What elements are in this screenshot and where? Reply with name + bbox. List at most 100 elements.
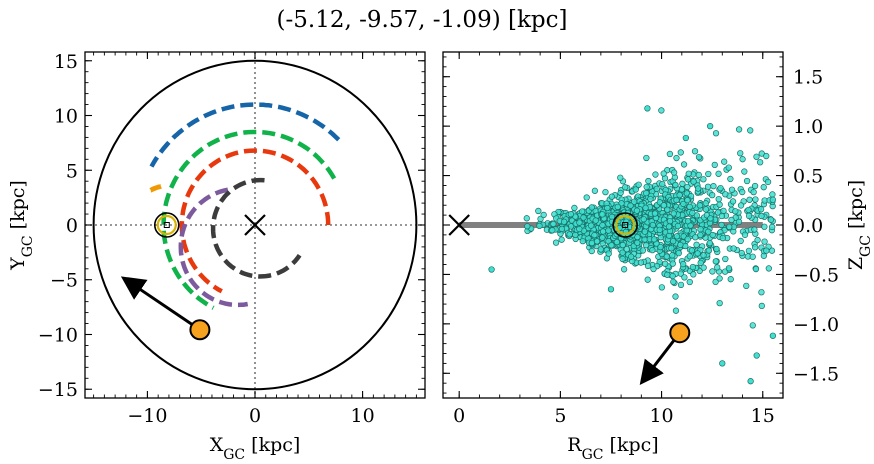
scatter-point — [757, 159, 764, 166]
scatter-point — [765, 265, 772, 272]
scatter-point — [700, 264, 707, 271]
scatter-point — [745, 247, 753, 254]
scatter-point — [660, 202, 667, 209]
scatter-point — [641, 228, 649, 235]
scatter-point — [769, 191, 776, 198]
scatter-point — [727, 276, 734, 283]
left-xlabel-main: X — [210, 434, 224, 456]
scatter-point — [722, 255, 729, 263]
right-ytick-label: −0.5 — [793, 264, 839, 286]
scatter-point — [524, 223, 531, 230]
scatter-point — [578, 208, 586, 215]
scatter-point-outlier — [682, 134, 690, 142]
scatter-point — [583, 194, 590, 201]
scatter-point — [652, 171, 659, 178]
scatter-point — [669, 237, 677, 245]
scatter-point — [716, 299, 723, 307]
scatter-point-outlier — [753, 352, 760, 359]
scatter-point — [604, 204, 611, 212]
left-ytick-label: 10 — [54, 106, 78, 128]
scatter-point — [741, 231, 749, 238]
scatter-point — [704, 183, 712, 190]
scatter-point — [702, 200, 709, 207]
scatter-point — [602, 188, 609, 196]
scatter-point — [673, 154, 680, 162]
orbit-arc-1 — [149, 102, 341, 168]
scatter-point-outlier — [769, 332, 777, 339]
scatter-point — [743, 282, 750, 290]
scatter-point — [643, 154, 650, 162]
scatter-point — [591, 232, 598, 239]
scatter-point — [649, 221, 656, 229]
scatter-point — [599, 211, 606, 218]
scatter-point — [684, 197, 691, 204]
scatter-point — [761, 223, 768, 230]
scatter-point — [670, 210, 677, 217]
scatter-point — [672, 181, 679, 189]
scatter-point — [695, 185, 702, 192]
scatter-point — [749, 322, 756, 329]
orbit-arc-2 — [161, 129, 337, 310]
scatter-point — [710, 183, 717, 190]
scatter-point — [712, 278, 719, 286]
right-xtick-label: 15 — [751, 405, 775, 427]
scatter-point — [713, 245, 720, 253]
scatter-point — [576, 225, 583, 233]
scatter-point — [715, 195, 722, 203]
scatter-point — [536, 222, 543, 230]
scatter-point — [677, 281, 685, 288]
right-ytick-label: 0.5 — [793, 166, 823, 188]
scatter-point — [634, 239, 641, 246]
scatter-point — [695, 171, 702, 179]
scatter-point — [758, 212, 765, 220]
scatter-point — [670, 278, 677, 286]
scatter-point — [676, 191, 683, 199]
scatter-point — [680, 260, 687, 268]
scatter-point — [660, 170, 667, 177]
scatter-point — [637, 259, 645, 266]
sun-marker-right-dot — [622, 222, 629, 228]
scatter-point — [639, 247, 647, 254]
scatter-point — [674, 222, 682, 230]
sun-marker-right — [612, 212, 638, 238]
scatter-point — [709, 268, 716, 275]
left-xlabel-sub: GC — [223, 447, 245, 463]
scatter-point — [599, 234, 606, 241]
scatter-point — [608, 242, 615, 249]
scatter-point — [745, 212, 753, 220]
right-ytick-label: −1.5 — [793, 363, 839, 385]
scatter-point — [618, 200, 625, 207]
scatter-point — [719, 234, 726, 242]
scatter-point — [588, 239, 596, 247]
right-ytick-label: 1.5 — [793, 67, 823, 89]
scatter-point — [619, 255, 626, 263]
scatter-point — [749, 253, 756, 260]
right-ytick-label: 1.0 — [793, 116, 823, 138]
scatter-point — [681, 274, 688, 281]
scatter-point — [635, 181, 642, 188]
scatter-point — [623, 218, 630, 225]
scatter-point — [576, 219, 583, 226]
scatter-point — [753, 153, 760, 160]
scatter-point — [707, 215, 714, 222]
scatter-point — [677, 241, 684, 249]
scatter-point — [746, 196, 753, 203]
scatter-point-outlier — [719, 360, 726, 367]
figure-title: (-5.12, -9.57, -1.09) [kpc] — [277, 7, 568, 33]
right-xlabel-sub: GC — [582, 447, 604, 463]
scatter-point — [735, 126, 743, 133]
orbit-arc-5 — [178, 187, 249, 308]
scatter-point — [643, 183, 650, 191]
left-ytick-label: −5 — [50, 270, 78, 292]
scatter-point — [741, 168, 748, 175]
scatter-point — [725, 265, 733, 272]
scatter-point — [689, 263, 696, 271]
velocity-arrow-left — [120, 276, 201, 332]
scatter-point-outlier — [706, 122, 714, 130]
scatter-point — [679, 180, 686, 187]
left-xtick-label: 0 — [249, 405, 261, 427]
scatter-point — [715, 170, 722, 177]
scatter-point — [684, 176, 692, 183]
